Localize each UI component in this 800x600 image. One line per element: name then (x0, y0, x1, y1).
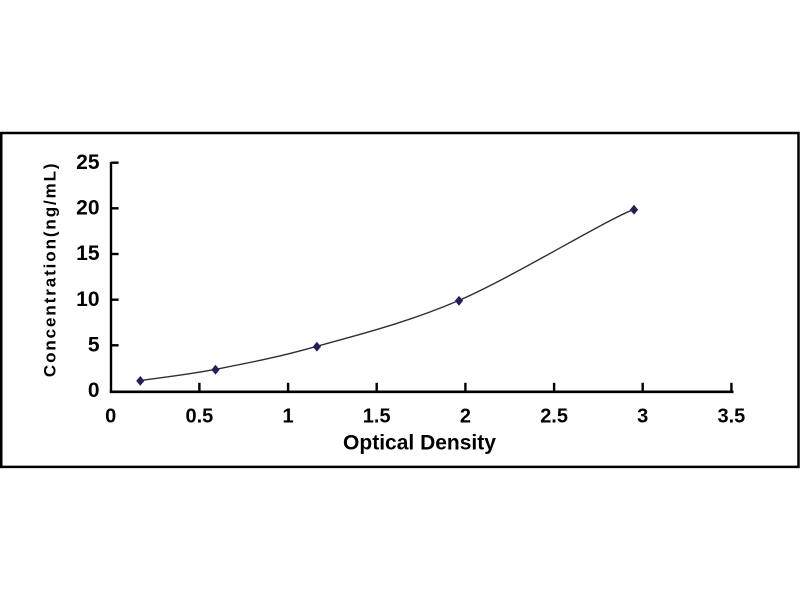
svg-text:Optical Density: Optical Density (343, 432, 496, 455)
svg-text:0: 0 (105, 406, 116, 428)
svg-text:0: 0 (88, 379, 100, 402)
svg-text:3: 3 (637, 406, 648, 428)
svg-text:Concentration(ng/mL): Concentration(ng/mL) (41, 162, 60, 378)
svg-text:5: 5 (88, 334, 100, 357)
svg-text:0.5: 0.5 (185, 406, 213, 428)
svg-text:1: 1 (283, 406, 294, 428)
svg-text:15: 15 (76, 242, 100, 265)
svg-text:2: 2 (460, 406, 471, 428)
svg-text:1.5: 1.5 (363, 406, 391, 428)
svg-text:20: 20 (76, 197, 99, 220)
svg-text:3.5: 3.5 (717, 406, 745, 428)
svg-text:25: 25 (76, 151, 100, 174)
svg-text:10: 10 (76, 288, 99, 311)
svg-text:2.5: 2.5 (540, 406, 568, 428)
